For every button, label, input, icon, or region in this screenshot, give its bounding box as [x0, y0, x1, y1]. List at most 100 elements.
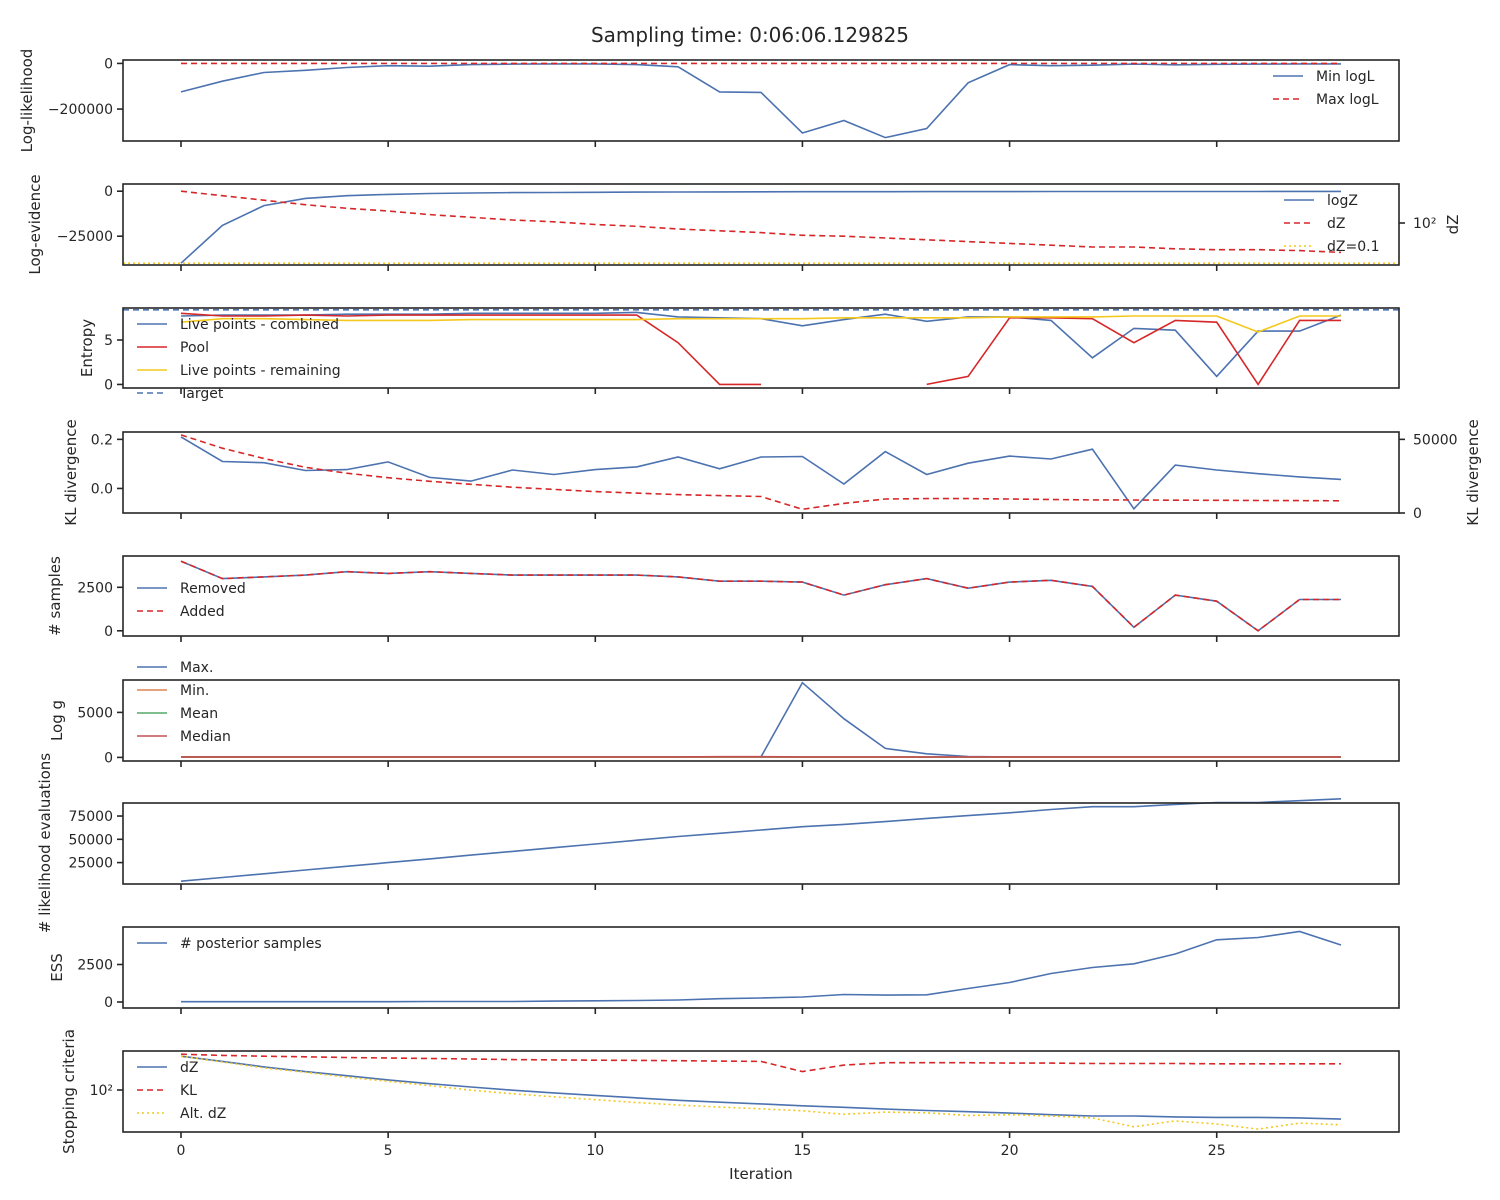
- panel-ess: 2500 0 ESS # posterior samples: [48, 926, 1400, 1014]
- y-tick-label: 0.2: [91, 432, 113, 448]
- series-likelihood_evals-0: [180, 798, 1342, 882]
- x-tick-label: 15: [794, 1143, 812, 1159]
- y-right-axis-label: dZ: [1444, 215, 1462, 235]
- legend-label: Removed: [180, 581, 246, 597]
- y-right-tick-label: 10²: [1413, 216, 1436, 232]
- legend: Live points - combined Pool Live points - …: [137, 317, 341, 402]
- plot-frame: [122, 183, 1400, 266]
- legend-label: Max.: [180, 660, 213, 676]
- plot-frame: [122, 926, 1400, 1009]
- legend-label: Median: [180, 729, 231, 745]
- series-samples-1: [180, 560, 1341, 632]
- legend-label: Pool: [180, 340, 209, 356]
- series-logg-0: [181, 681, 1341, 758]
- y-axis-label: # likelihood evaluations: [36, 753, 54, 933]
- legend-label: KL: [180, 1083, 197, 1099]
- legend-label: dZ=0.1: [1327, 239, 1379, 255]
- y-tick-label: −25000: [57, 229, 113, 245]
- panel-likelihood_evals: 75000 50000 25000 # likelihood evaluations: [36, 753, 1400, 933]
- panel-samples: 2500 0 # samples Removed Added: [46, 555, 1400, 642]
- y-right-axis-label: KL divergence: [1464, 419, 1482, 525]
- panel-loglikelihood: 0 −200000 Log-likelihood Min logL Max logL: [18, 49, 1400, 153]
- y-axis-label: KL divergence: [62, 419, 80, 525]
- x-tick-label: 10: [586, 1143, 604, 1159]
- x-axis-label: Iteration: [729, 1165, 793, 1183]
- y-tick-label: 0: [104, 377, 113, 393]
- x-tick-label: 25: [1208, 1143, 1226, 1159]
- legend-label: Live points - remaining: [180, 363, 341, 379]
- legend-label: dZ: [1327, 216, 1345, 232]
- y-axis-label: Log-likelihood: [18, 49, 36, 153]
- legend-label: Min.: [180, 683, 209, 699]
- y-tick-label: 75000: [68, 809, 113, 825]
- plot-frame: [122, 59, 1400, 142]
- y-tick-label: 2500: [77, 580, 113, 596]
- x-tick-label: 0: [177, 1143, 186, 1159]
- panel-kl: 0.2 0.0 50000 0 KL divergence KL divergence: [62, 419, 1482, 525]
- series-stopping-1: [180, 1053, 1341, 1073]
- y-right-tick-label: 0: [1413, 506, 1422, 522]
- legend: Removed Added: [137, 581, 246, 620]
- legend-label: # posterior samples: [180, 936, 322, 952]
- legend-label: Alt. dZ: [180, 1106, 226, 1122]
- panel-stopping: 0 5 10 15 20 25 10² Stopping criteria dZ KL Alt. d…: [60, 1029, 1400, 1159]
- y-tick-label: 0.0: [91, 481, 113, 497]
- plot-frame: [122, 307, 1400, 389]
- y-tick-label: 2500: [77, 958, 113, 974]
- y-axis-label: Log-evidence: [26, 174, 44, 274]
- panels: 0 −200000 Log-likelihood Min logL Max logL 0 −…: [18, 49, 1482, 1159]
- x-tick-label: 20: [1001, 1143, 1019, 1159]
- y-tick-label: 50000: [68, 832, 113, 848]
- series-samples-0: [180, 560, 1341, 632]
- legend-label: Target: [179, 386, 224, 402]
- legend-label: dZ: [180, 1060, 198, 1076]
- y-axis-label: # samples: [46, 556, 64, 636]
- legend-label: Max logL: [1316, 92, 1379, 108]
- series-logevidence-1: [180, 190, 1342, 254]
- legend: Max. Min. Mean Median: [137, 660, 231, 745]
- plot-frame: [122, 555, 1400, 637]
- plot-frame: [122, 679, 1400, 762]
- legend-label: logZ: [1327, 193, 1358, 209]
- y-tick-label: 0: [104, 56, 113, 72]
- series-stopping-2: [180, 1055, 1342, 1130]
- series-kl-0: [180, 436, 1342, 511]
- plot-frame: [122, 802, 1400, 885]
- y-tick-label: 10²: [90, 1083, 113, 1099]
- legend: logZ dZ dZ=0.1: [1284, 193, 1379, 255]
- plot-frame: [122, 1050, 1400, 1133]
- legend: # posterior samples: [137, 936, 322, 952]
- y-tick-label: 0: [104, 624, 113, 640]
- series-entropy-1: [180, 312, 1341, 386]
- panel-logevidence: 0 −25000 10² Log-evidence dZ logZ dZ dZ=0.1: [26, 174, 1462, 274]
- series-entropy-2: [180, 315, 1341, 333]
- series-kl-1: [180, 434, 1342, 511]
- series-ess-0: [181, 930, 1342, 1003]
- y-tick-label: −200000: [48, 102, 113, 118]
- panel-logg: 5000 0 Log g Max. Min. Mean Median: [48, 660, 1400, 767]
- y-tick-label: 0: [104, 750, 113, 766]
- legend-label: Mean: [180, 706, 218, 722]
- y-axis-label: Log g: [48, 700, 66, 741]
- x-tick-label: 5: [384, 1143, 393, 1159]
- legend: dZ KL Alt. dZ: [137, 1060, 226, 1122]
- y-axis-label: Entropy: [78, 319, 96, 377]
- series-logevidence-0: [180, 190, 1341, 264]
- legend-label: Min logL: [1316, 69, 1375, 85]
- plot-frame: [122, 431, 1400, 514]
- legend-label: Added: [180, 604, 225, 620]
- series-stopping-0: [180, 1055, 1342, 1120]
- y-tick-label: 25000: [68, 856, 113, 872]
- y-tick-label: 5: [104, 333, 113, 349]
- legend-label: Live points - combined: [180, 317, 339, 333]
- y-right-tick-label: 50000: [1413, 432, 1458, 448]
- y-tick-label: 0: [104, 995, 113, 1011]
- y-axis-label: Stopping criteria: [60, 1029, 78, 1154]
- legend: Min logL Max logL: [1273, 69, 1379, 108]
- y-tick-label: 0: [104, 184, 113, 200]
- series-entropy-0: [180, 311, 1342, 378]
- y-axis-label: ESS: [48, 953, 66, 982]
- series-loglikelihood-0: [180, 63, 1341, 139]
